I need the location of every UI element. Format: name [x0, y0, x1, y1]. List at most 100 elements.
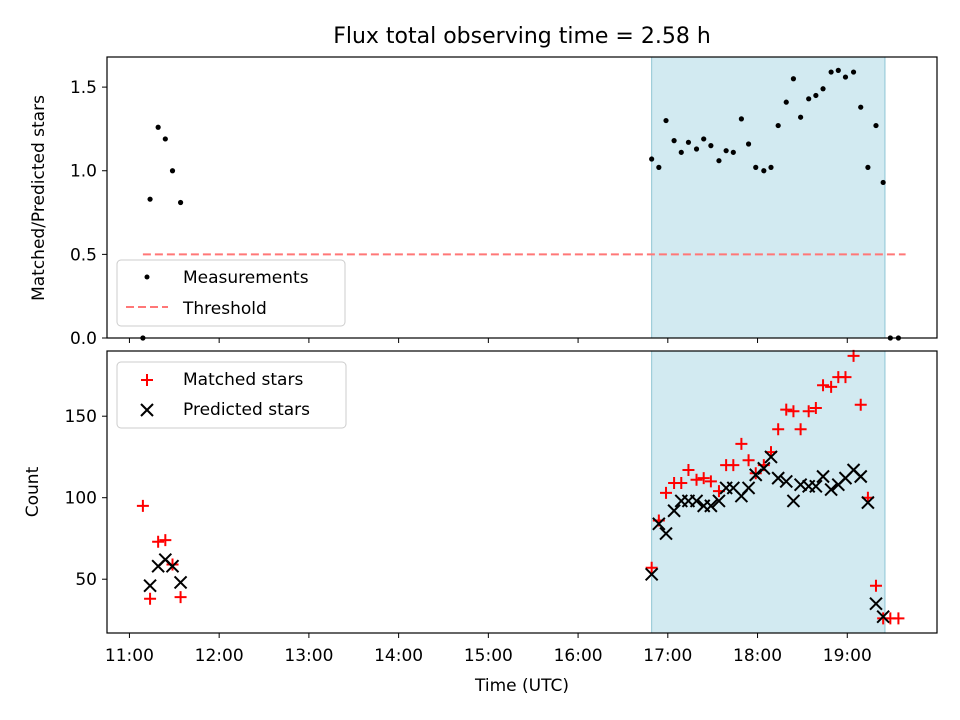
measurement-point [162, 136, 168, 142]
bottom-panel: 50 100 150 11:00 12:00 13:00 14:00 15:00 16:00 17… [23, 349, 938, 696]
predicted-star-point [816, 469, 830, 484]
predicted-star-point [749, 468, 763, 482]
top-axes-frame [106, 56, 938, 339]
matched-star-point [735, 437, 748, 450]
top-legend: Measurements Threshold [116, 259, 346, 327]
matched-star-point [645, 561, 658, 574]
measurement-point [850, 69, 857, 75]
measurement-point [775, 122, 781, 129]
x-tick-label: 14:00 [374, 646, 423, 666]
x-tick-label: 16:00 [554, 646, 603, 666]
measurement-point [745, 141, 752, 147]
bottom-y-tick-label: 100 [65, 489, 97, 509]
matched-star-point [166, 558, 179, 571]
matched-star-point [144, 592, 157, 605]
matched-star-point [660, 486, 673, 499]
predicted-star-point [779, 474, 793, 489]
predicted-star-point [173, 575, 188, 590]
matched-star-point [854, 398, 867, 411]
measurement-point [806, 96, 812, 102]
measurement-point [649, 156, 655, 162]
measurement-point [177, 199, 184, 206]
predicted-star-point [861, 495, 875, 510]
predicted-star-point [824, 482, 838, 497]
predicted-star-point [652, 517, 666, 531]
measurement-point [865, 164, 871, 170]
predicted-star-point [764, 450, 778, 464]
measurement-point [656, 164, 662, 170]
chart-title: Flux total observing time = 2.58 h [333, 24, 711, 49]
predicted-star-point [757, 461, 771, 476]
x-tick-label: 18:00 [733, 646, 782, 666]
legend-measurements-marker [144, 274, 150, 280]
measurement-point [663, 117, 669, 124]
legend-predicted-marker [140, 403, 154, 417]
predicted-star-point [659, 526, 673, 541]
matched-star-point [809, 402, 822, 415]
measurement-point [671, 138, 677, 144]
bottom-y-tick-label: 150 [65, 407, 97, 427]
predicted-star-point [771, 471, 785, 485]
top-panel: 0.0 0.5 1.0 1.5 Matched/Predicted stars Mea… [29, 56, 938, 349]
measurement-point [708, 143, 714, 149]
measurement-point [147, 196, 153, 202]
predicted-star-point [741, 481, 756, 495]
measurement-point [738, 116, 744, 122]
top-shaded-span [651, 56, 886, 339]
measurement-point [716, 158, 722, 164]
measurement-point [873, 122, 879, 129]
matched-star-point [675, 477, 688, 490]
x-tick-label: 11:00 [105, 646, 154, 666]
measurement-point [701, 136, 707, 142]
measurement-point [820, 86, 826, 92]
predicted-star-point [869, 596, 883, 611]
predicted-star-point [689, 494, 704, 508]
matched-star-point [704, 475, 717, 488]
matched-star-point [839, 371, 852, 384]
measurement-point [730, 149, 736, 155]
predicted-star-point [644, 567, 659, 582]
bottom-y-tick-label: 50 [75, 570, 97, 590]
matched-star-point [742, 454, 755, 467]
legend-measurements-label: Measurements [183, 268, 309, 288]
top-y-tick-label: 1.5 [70, 78, 97, 98]
bottom-y-axis-label: Count [23, 466, 43, 517]
measurement-point [761, 168, 767, 174]
measurement-point [783, 99, 789, 105]
predicted-star-point [809, 479, 823, 494]
measurement-point [798, 114, 804, 120]
x-axis-label: Time (UTC) [474, 676, 569, 696]
top-y-tick-label: 1.0 [70, 162, 97, 182]
measurement-point [858, 104, 864, 110]
measurement-point [678, 149, 684, 155]
measurement-point [880, 179, 886, 186]
measurement-point [842, 74, 849, 80]
matched-star-point [152, 535, 165, 548]
legend-predicted-label: Predicted stars [183, 400, 310, 420]
measurement-point [828, 69, 834, 75]
matched-star-point [772, 423, 785, 436]
predicted-star-point [854, 469, 868, 484]
x-tick-label: 13:00 [284, 646, 333, 666]
matched-star-point [174, 591, 187, 604]
matched-star-point [892, 612, 905, 625]
matched-star-point [787, 405, 800, 418]
predicted-star-point [712, 494, 726, 508]
matched-star-point [697, 472, 710, 485]
x-tick-label: 12:00 [195, 646, 244, 666]
matched-star-point [159, 534, 172, 547]
bottom-axes-frame [106, 350, 938, 634]
bottom-legend: Matched stars Predicted stars [116, 361, 347, 429]
matched-star-point [825, 380, 838, 393]
measurement-point [723, 148, 729, 154]
legend-matched-marker [141, 374, 153, 386]
matched-star-point [682, 463, 695, 476]
predicted-star-point [704, 499, 718, 513]
measurement-point [155, 124, 161, 130]
matched-star-point [794, 423, 807, 436]
matched-star-point [780, 403, 793, 416]
top-y-axis-label: Matched/Predicted stars [29, 95, 49, 301]
measurement-point [753, 164, 759, 170]
measurement-point [790, 76, 797, 82]
matched-star-point [136, 499, 149, 512]
